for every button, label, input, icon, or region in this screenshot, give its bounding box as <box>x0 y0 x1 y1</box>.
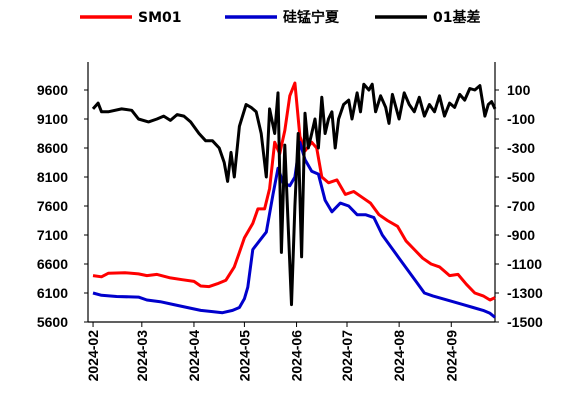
right-tick-label: -1100 <box>507 256 542 272</box>
x-tick-label: 2024-08 <box>391 330 407 382</box>
series-lines <box>91 81 497 319</box>
left-tick-label: 9100 <box>37 111 68 127</box>
legend: SM01 硅锰宁夏 01基差 <box>80 9 480 26</box>
x-tick-label: 2024-05 <box>236 330 252 382</box>
right-tick-label: -1300 <box>507 285 543 301</box>
series-line-1 <box>92 81 496 302</box>
series-line-2 <box>92 140 496 319</box>
x-tick-label: 2024-03 <box>134 330 150 382</box>
left-tick-label: 8100 <box>37 169 68 185</box>
left-tick-label: 7100 <box>37 227 68 243</box>
left-tick-label: 6100 <box>37 285 68 301</box>
left-tick-label: 7600 <box>37 198 68 214</box>
right-tick-label: -900 <box>507 227 535 243</box>
legend-label-1: SM01 <box>138 10 182 26</box>
axes: 5600 6100 6600 7100 7600 8100 8600 9100 9600 -150… <box>37 62 543 381</box>
x-tick-label: 2024-06 <box>289 330 305 382</box>
x-tick-label: 2024-02 <box>85 330 101 382</box>
left-tick-label: 5600 <box>37 314 68 330</box>
right-tick-label: -700 <box>507 198 535 214</box>
x-tick-label: 2024-07 <box>339 330 355 382</box>
right-tick-label: -300 <box>507 140 535 156</box>
right-tick-label: -500 <box>507 169 535 185</box>
right-tick-label: -1500 <box>507 314 543 330</box>
x-tick-label: 2024-09 <box>443 330 459 382</box>
x-tick-label: 2024-04 <box>186 330 202 382</box>
left-tick-label: 9600 <box>37 82 68 98</box>
legend-label-2: 硅锰宁夏 <box>283 9 340 26</box>
right-tick-label: -100 <box>507 111 535 127</box>
right-tick-label: 100 <box>507 82 531 98</box>
legend-label-3: 01基差 <box>433 9 480 26</box>
series-line-3 <box>91 82 497 307</box>
left-tick-label: 6600 <box>37 256 68 272</box>
left-tick-label: 8600 <box>37 140 68 156</box>
